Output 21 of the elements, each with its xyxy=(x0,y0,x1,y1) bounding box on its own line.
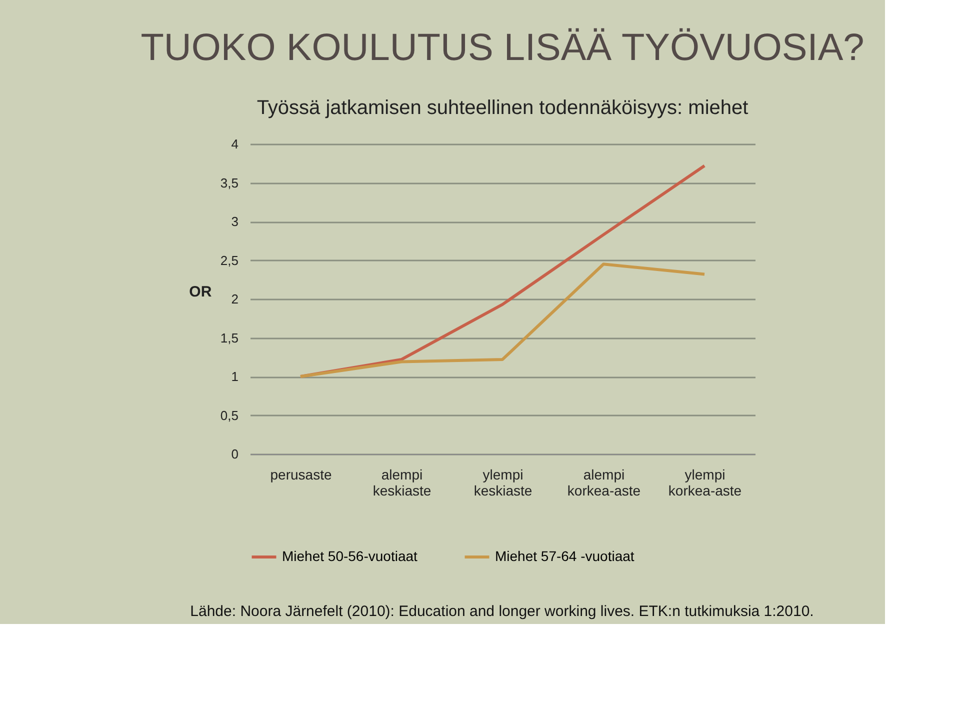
x-tick-label: ylempi keskiaste xyxy=(474,466,532,498)
y-tick-label: 0,5 xyxy=(220,408,238,423)
x-tick-label: alempi keskiaste xyxy=(372,466,432,498)
y-tick-label: 3,5 xyxy=(220,175,238,190)
y-tick-label: 2 xyxy=(231,292,238,306)
legend-label: Miehet 50-56-vuotiaat xyxy=(282,548,418,564)
x-tick-label: alempi korkea-aste xyxy=(567,466,641,498)
chart-subtitle: Työssä jatkamisen suhteellinen todennäköisyys: miehet xyxy=(256,97,749,119)
x-tick-label: perusaste xyxy=(270,466,332,482)
y-tick-label: 1 xyxy=(231,369,238,384)
chart-title: TUOKO KOULUTUS LISÄÄ TYÖVUOSIA? xyxy=(140,27,864,69)
y-tick-label: 4 xyxy=(231,136,238,152)
y-axis-title: OR xyxy=(189,284,212,300)
text: Lähde: Noora Järnefelt (2010): Education and longer working lives. ETK:n tutkimuksia 1:2010. xyxy=(190,603,814,620)
x-tick-label: ylempi korkea-aste xyxy=(668,466,742,498)
y-tick-label: 3 xyxy=(231,214,238,229)
line-series xyxy=(299,262,706,378)
legend-label: Miehet 57-64 -vuotiaat xyxy=(495,548,634,564)
y-tick-label: 1,5 xyxy=(220,330,238,346)
y-tick-label: 2,5 xyxy=(220,252,238,268)
y-tick-label: 0 xyxy=(231,446,238,462)
